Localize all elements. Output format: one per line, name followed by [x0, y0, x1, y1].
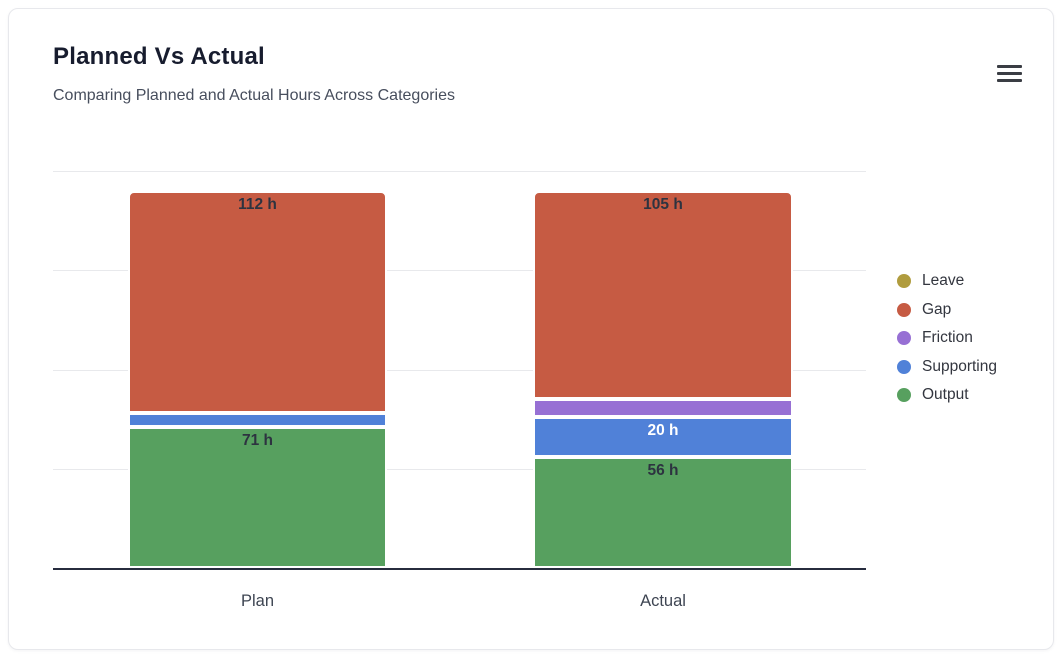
- legend-label: Output: [922, 386, 969, 403]
- legend-label: Supporting: [922, 357, 997, 375]
- hamburger-menu-icon: [996, 64, 1022, 68]
- chart-card: Planned Vs Actual Comparing Planned and …: [8, 8, 1054, 650]
- chart-legend: Leave Gap Friction Supporting Output: [897, 270, 997, 406]
- hamburger-menu-icon: [996, 71, 1022, 75]
- chart-title: Planned Vs Actual: [53, 43, 265, 70]
- segment-value-label: 56 h: [647, 461, 679, 479]
- legend-marker-icon: [897, 388, 911, 402]
- legend-item-gap[interactable]: Gap: [897, 299, 997, 321]
- gridline-150h: [53, 270, 866, 272]
- bar-plan: 71 h 112 h: [128, 190, 387, 568]
- legend-item-friction[interactable]: Friction: [897, 327, 997, 349]
- legend-marker-icon: [897, 331, 911, 345]
- segment-value-label: 112 h: [238, 195, 277, 213]
- hamburger-menu-icon: [996, 78, 1022, 82]
- segment-value-label: 20 h: [647, 422, 679, 440]
- segment-output-plan[interactable]: 71 h: [128, 427, 387, 568]
- gridline-50h: [53, 468, 866, 470]
- gridline-200h: [53, 171, 866, 172]
- legend-item-supporting[interactable]: Supporting: [897, 356, 997, 378]
- legend-label: Leave: [922, 272, 965, 289]
- legend-label: Friction: [922, 329, 973, 346]
- legend-marker-icon: [897, 274, 911, 288]
- bar-actual: 56 h 20 h 105 h: [533, 190, 793, 568]
- legend-marker-icon: [897, 302, 911, 317]
- segment-gap-actual[interactable]: 105 h: [533, 190, 793, 400]
- chart-subtitle: Comparing Planned and Actual Hours Acros…: [53, 87, 455, 104]
- legend-item-output[interactable]: Output: [897, 384, 997, 406]
- legend-marker-icon: [897, 359, 911, 374]
- segment-friction-actual[interactable]: [533, 399, 793, 418]
- plot-area: 71 h 112 h 56 h 20 h 105 h: [53, 171, 866, 570]
- segment-value-label: 71 h: [241, 432, 273, 450]
- segment-output-actual[interactable]: 56 h: [533, 456, 793, 568]
- x-axis-line: [53, 568, 866, 570]
- gridline-100h: [53, 369, 866, 371]
- chart-context-menu-button[interactable]: [989, 57, 1029, 89]
- legend-label: Gap: [922, 300, 952, 318]
- category-label-actual: Actual: [640, 592, 686, 610]
- segment-gap-plan[interactable]: 112 h: [128, 190, 387, 414]
- segment-supporting-actual[interactable]: 20 h: [533, 417, 793, 457]
- category-label-plan: Plan: [240, 592, 275, 610]
- segment-supporting-plan[interactable]: [128, 413, 387, 428]
- segment-value-label: 105 h: [643, 195, 683, 213]
- legend-item-leave[interactable]: Leave: [897, 270, 997, 292]
